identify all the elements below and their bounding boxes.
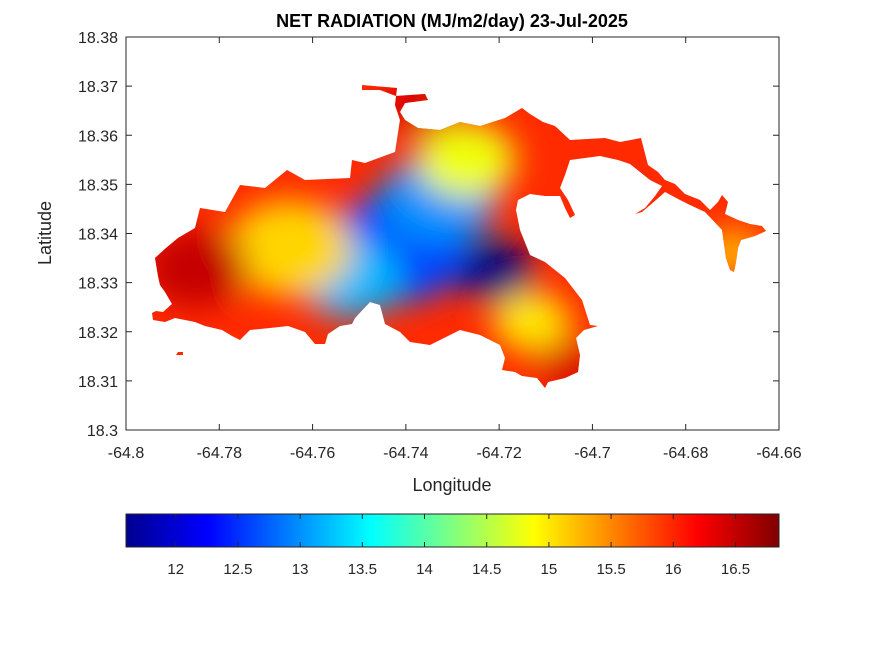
colorbar-tick-label: 16 (665, 561, 682, 578)
x-tick-label: -64.7 (574, 445, 611, 462)
y-tick-label: 18.34 (78, 227, 118, 244)
field-blob (492, 291, 571, 352)
field-blob (226, 200, 352, 297)
y-tick-label: 18.35 (78, 177, 118, 194)
x-tick-label: -64.68 (663, 445, 708, 462)
field-blob (417, 121, 516, 198)
colorbar-ticks: 12 12.5 13 13.5 14 14.5 15 15.5 16 16.5 (167, 514, 750, 578)
y-axis: 18.3 18.31 18.32 18.33 18.34 18.35 18.36 18.37 1… (78, 30, 779, 440)
colorbar-tick-label: 15 (541, 561, 558, 578)
x-tick-label: -64.72 (476, 445, 521, 462)
colorbar-tick-label: 14.5 (472, 561, 501, 578)
y-tick-label: 18.33 (78, 276, 118, 293)
colorbar-tick-label: 13 (292, 561, 309, 578)
colorbar-tick-label: 13.5 (348, 561, 377, 578)
colorbar-tick-label: 14 (416, 561, 433, 578)
colorbar-tick-label: 12 (167, 561, 184, 578)
x-tick-label: -64.66 (756, 445, 801, 462)
colorbar-tick-label: 15.5 (596, 561, 625, 578)
y-tick-label: 18.3 (87, 423, 118, 440)
x-tick-label: -64.78 (197, 445, 242, 462)
y-tick-label: 18.37 (78, 79, 118, 96)
y-tick-label: 18.38 (78, 30, 118, 47)
y-tick-label: 18.32 (78, 325, 118, 342)
chart-title: NET RADIATION (MJ/m2/day) 23-Jul-2025 (276, 11, 628, 31)
x-tick-label: -64.8 (108, 445, 145, 462)
colorbar-tick-label: 12.5 (223, 561, 252, 578)
colorbar-tick-label: 16.5 (721, 561, 750, 578)
y-tick-label: 18.36 (78, 128, 118, 145)
x-tick-label: -64.74 (383, 445, 428, 462)
x-tick-label: -64.76 (290, 445, 335, 462)
y-tick-label: 18.31 (78, 374, 118, 391)
colorbar (125, 513, 780, 548)
x-axis: -64.8 -64.78 -64.76 -64.74 -64.72 -64.7 -64.68… (108, 37, 802, 462)
y-axis-label: Latitude (35, 201, 55, 265)
field-blob (455, 240, 534, 301)
field-blob (152, 227, 248, 308)
x-axis-label: Longitude (412, 475, 491, 495)
